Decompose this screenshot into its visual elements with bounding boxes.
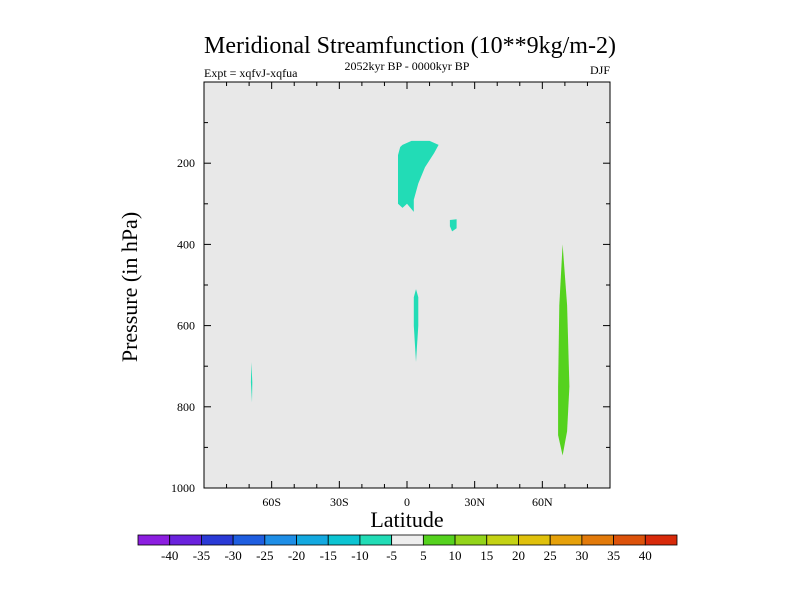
colorbar-label: -15 — [320, 548, 337, 563]
region-cell-equator-mid — [413, 289, 419, 363]
colorbar-label: 25 — [544, 548, 557, 563]
colorbar-box — [327, 534, 361, 546]
colorbar-label: 40 — [639, 548, 652, 563]
x-axis-label: Latitude — [370, 507, 443, 532]
colorbar-box — [486, 534, 519, 546]
region-cell-equator-upper — [398, 140, 439, 212]
colorbar-box — [296, 534, 329, 546]
colorbar-box — [549, 534, 583, 546]
x-tick-label: 30S — [330, 495, 349, 509]
x-tick-label: 60N — [532, 495, 553, 509]
colorbar-box — [264, 534, 297, 546]
y-axis-label: Pressure (in hPa) — [117, 212, 142, 362]
colorbar-label: 10 — [449, 548, 462, 563]
y-tick-label: 200 — [177, 156, 195, 170]
colorbar: -40 -35 -30 -25 -20 -15 -10 -5 5 10 15 20 25 30 35 40 — [137, 534, 678, 563]
x-tick-label: 60S — [262, 495, 281, 509]
x-tick-label: 30N — [464, 495, 485, 509]
colorbar-label: 15 — [480, 548, 493, 563]
colorbar-label: 5 — [420, 548, 427, 563]
x-tick-label: 0 — [404, 495, 410, 509]
y-tick-label: 600 — [177, 319, 195, 333]
axis-ticks: 60S 30S 0 30N 60N 200 400 600 800 1000 — [171, 82, 610, 509]
colorbar-label: -35 — [193, 548, 210, 563]
colorbar-box — [137, 534, 171, 546]
subtitle-left: Expt = xqfvJ-xqfua — [204, 66, 298, 80]
subtitle-center: 2052kyr BP - 0000kyr BP — [345, 59, 470, 73]
y-tick-label: 400 — [177, 237, 195, 251]
colorbar-label: -40 — [161, 548, 178, 563]
colorbar-label: -10 — [351, 548, 368, 563]
colorbar-box — [422, 534, 456, 546]
colorbar-box — [454, 534, 488, 546]
colorbar-label: -5 — [386, 548, 397, 563]
colorbar-box — [232, 534, 266, 546]
colorbar-box — [201, 534, 234, 546]
colorbar-label: -25 — [256, 548, 273, 563]
colorbar-label: -30 — [224, 548, 241, 563]
region-cell-20n — [449, 219, 457, 232]
colorbar-label: 20 — [512, 548, 525, 563]
colorbar-box — [581, 534, 614, 546]
subtitle-right: DJF — [590, 63, 610, 77]
y-tick-label: 1000 — [171, 481, 195, 495]
colorbar-label: 30 — [575, 548, 588, 563]
colorbar-box — [613, 534, 646, 546]
region-cell-70n — [558, 244, 570, 456]
colorbar-box — [518, 534, 551, 546]
contour-regions — [250, 140, 570, 456]
colorbar-box — [169, 534, 202, 546]
y-tick-label: 800 — [177, 400, 195, 414]
colorbar-box — [391, 534, 424, 546]
plot-frame — [203, 81, 611, 489]
chart-title: Meridional Streamfunction (10**9kg/m-2) — [204, 33, 616, 59]
region-cell-70s — [250, 362, 253, 403]
colorbar-box — [644, 534, 678, 546]
colorbar-label: 35 — [607, 548, 620, 563]
colorbar-box — [359, 534, 393, 546]
colorbar-label: -20 — [288, 548, 305, 563]
